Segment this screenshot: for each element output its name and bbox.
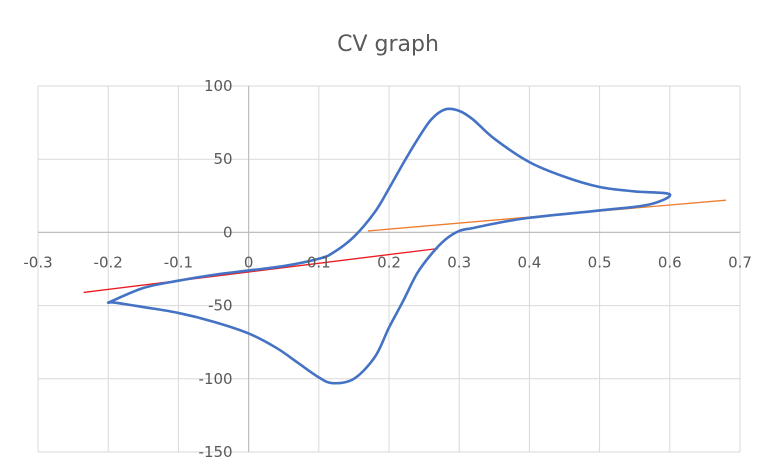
x-tick-label: -0.3 (23, 253, 52, 271)
x-tick-label: 0.1 (307, 253, 331, 271)
x-tick-label: 0.7 (728, 253, 752, 271)
tick-labels: -0.3 -0.2 -0.1 0 0.1 0.2 0.3 0.4 0.5 0.6 0.7 100 50 0… (23, 77, 752, 461)
y-tick-label: 50 (214, 150, 233, 168)
y-tick-label: -150 (199, 443, 233, 461)
x-tick-label: 0.5 (588, 253, 612, 271)
series-layer (83, 107, 727, 385)
y-tick-label: 0 (223, 223, 233, 241)
baseline-fit-line-red (83, 247, 439, 294)
x-tick-label: 0.3 (447, 253, 471, 271)
x-tick-label: 0.4 (517, 253, 541, 271)
x-tick-label: 0 (244, 253, 254, 271)
x-tick-label: -0.2 (94, 253, 123, 271)
y-tick-label: -100 (199, 370, 233, 388)
x-tick-label: 0.6 (658, 253, 682, 271)
x-tick-label: 0.2 (377, 253, 401, 271)
x-tick-label: -0.1 (164, 253, 193, 271)
y-tick-label: -50 (208, 297, 233, 315)
y-tick-label: 100 (204, 77, 233, 95)
axes (38, 86, 740, 452)
chart-title: CV graph (337, 32, 439, 57)
cv-curve-series (106, 107, 672, 385)
